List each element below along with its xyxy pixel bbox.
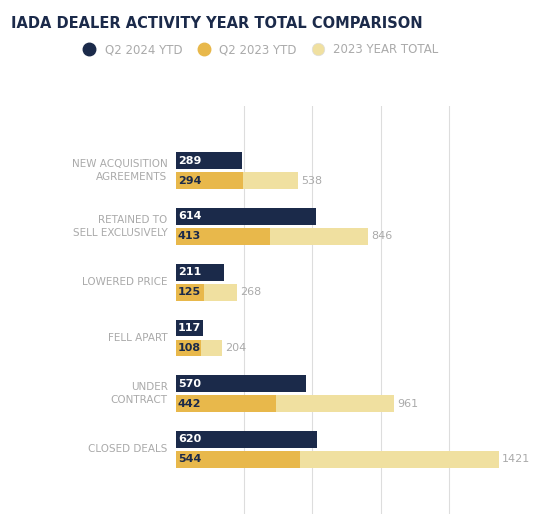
Text: 125: 125 <box>178 287 201 297</box>
Text: 211: 211 <box>178 267 201 277</box>
Bar <box>176 375 306 392</box>
Bar <box>176 431 317 448</box>
Text: IADA DEALER ACTIVITY YEAR TOTAL COMPARISON: IADA DEALER ACTIVITY YEAR TOTAL COMPARIS… <box>11 16 422 31</box>
Bar <box>176 172 298 189</box>
Bar <box>176 284 205 301</box>
Text: 204: 204 <box>225 343 246 353</box>
Bar <box>176 395 277 412</box>
Bar <box>176 208 316 225</box>
Text: 570: 570 <box>178 378 201 388</box>
Text: 620: 620 <box>178 435 201 444</box>
Bar <box>176 152 241 169</box>
Legend: Q2 2024 YTD, Q2 2023 YTD, 2023 YEAR TOTAL: Q2 2024 YTD, Q2 2023 YTD, 2023 YEAR TOTA… <box>73 39 443 61</box>
Bar <box>176 395 394 412</box>
Bar <box>176 451 499 468</box>
Bar <box>176 284 237 301</box>
Bar <box>176 228 368 245</box>
Bar <box>176 340 201 356</box>
Bar <box>176 264 224 280</box>
Text: 961: 961 <box>397 399 419 409</box>
Bar <box>176 228 270 245</box>
Text: 108: 108 <box>178 343 201 353</box>
Text: 1421: 1421 <box>502 454 530 464</box>
Text: 268: 268 <box>240 287 261 297</box>
Text: 117: 117 <box>178 323 201 333</box>
Text: 538: 538 <box>301 176 322 186</box>
Text: 294: 294 <box>178 176 201 186</box>
Text: 614: 614 <box>178 211 201 222</box>
Bar <box>176 451 300 468</box>
Text: 289: 289 <box>178 156 201 166</box>
Text: 544: 544 <box>178 454 201 464</box>
Text: 442: 442 <box>178 399 201 409</box>
Bar <box>176 172 243 189</box>
Bar <box>176 340 222 356</box>
Bar <box>176 320 202 336</box>
Text: 413: 413 <box>178 232 201 242</box>
Text: 846: 846 <box>371 232 392 242</box>
